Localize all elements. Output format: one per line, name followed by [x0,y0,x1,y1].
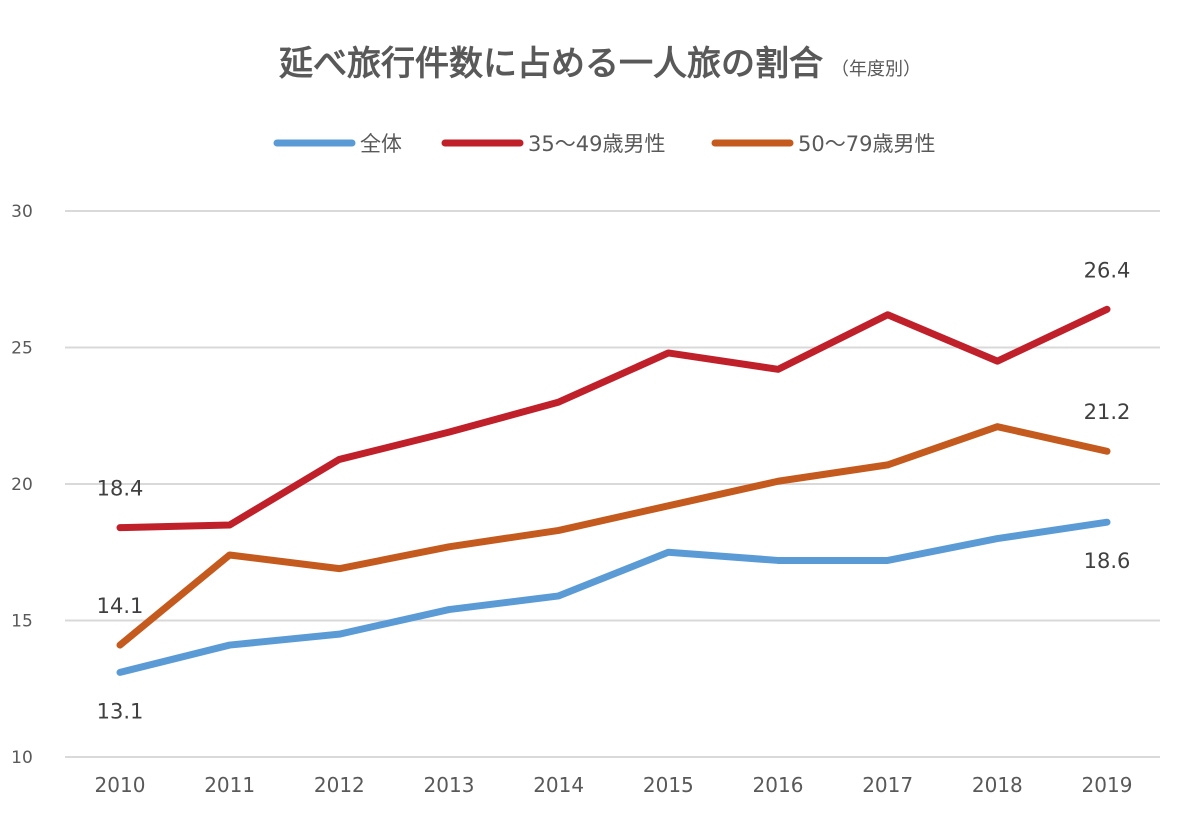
y-tick-label: 15 [11,612,33,632]
x-tick-label: 2011 [204,773,255,797]
x-tick-label: 2017 [862,773,913,797]
series-line [116,305,1111,532]
x-tick-label: 2019 [1082,773,1133,797]
y-tick-label: 25 [11,339,33,359]
legend-label: 35～49歳男性 [528,132,665,156]
legend-label: 50～79歳男性 [798,132,935,156]
chart-title-text: 延べ旅行件数に占める一人旅の割合 [279,44,823,84]
y-tick-label: 20 [11,475,33,495]
series-line [116,423,1111,649]
chart-subtitle: （年度別） [831,59,921,80]
series-line [116,518,1111,676]
data-label: 26.4 [1084,258,1131,282]
y-tick-label: 10 [11,748,33,768]
data-label: 18.4 [97,477,144,501]
data-label: 18.6 [1084,549,1131,573]
x-tick-label: 2015 [643,773,694,797]
chart-title: 延べ旅行件数に占める一人旅の割合 （年度別） [0,36,1200,85]
data-label: 13.1 [97,699,144,723]
x-tick-label: 2018 [972,773,1023,797]
x-tick-label: 2010 [95,773,146,797]
x-tick-label: 2014 [533,773,584,797]
y-tick-label: 30 [11,202,33,222]
x-tick-label: 2016 [753,773,804,797]
legend-label: 全体 [360,132,402,156]
x-tick-label: 2012 [314,773,365,797]
data-label: 14.1 [97,594,144,618]
data-label: 21.2 [1084,400,1131,424]
x-tick-label: 2013 [424,773,475,797]
